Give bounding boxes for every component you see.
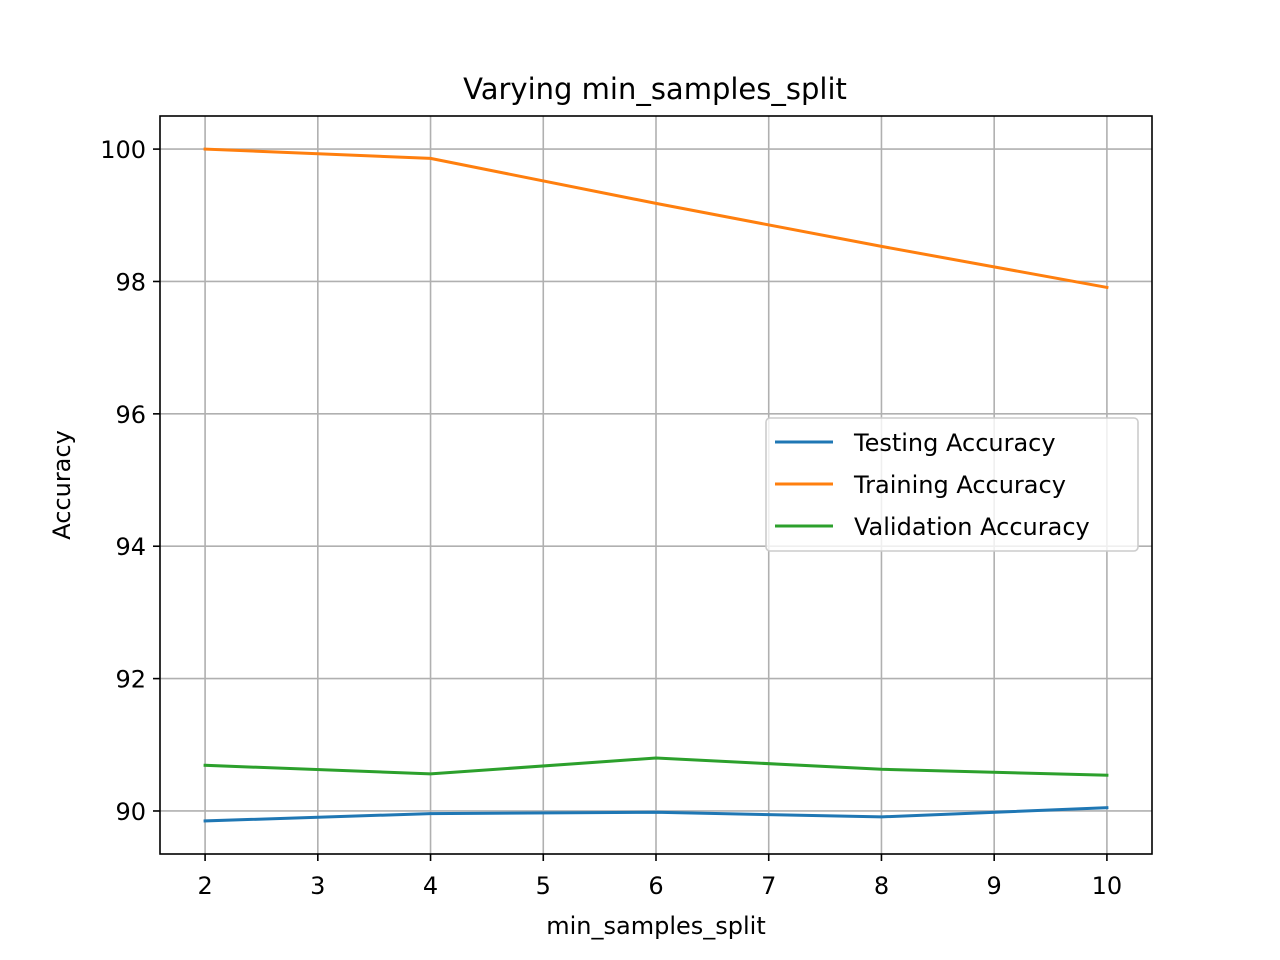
x-tick-label: 8	[874, 872, 889, 900]
x-tick-label: 9	[987, 872, 1002, 900]
legend-label: Validation Accuracy	[854, 513, 1090, 541]
x-tick-label: 10	[1092, 872, 1123, 900]
series-line-training-accuracy	[203, 147, 1109, 290]
y-tick-label: 100	[100, 136, 146, 164]
y-tick-label: 94	[115, 533, 146, 561]
x-tick-label: 7	[761, 872, 776, 900]
chart-title: Varying min_samples_split	[463, 72, 847, 106]
y-axis-title: Accuracy	[48, 430, 76, 540]
y-tick-label: 90	[115, 798, 146, 826]
legend-label: Testing Accuracy	[853, 429, 1056, 457]
legend: Testing Accuracy Training Accuracy Validat…	[765, 417, 1139, 552]
data-series	[203, 147, 1109, 823]
axis-ticks: 2 3 4 5 6 7 8 9 10 90 92 94 96 98 100	[100, 136, 1122, 900]
y-tick-label: 96	[115, 401, 146, 429]
series-line-testing-accuracy	[203, 806, 1109, 823]
x-tick-label: 6	[648, 872, 663, 900]
x-axis-title: min_samples_split	[546, 912, 766, 940]
legend-label: Training Accuracy	[853, 471, 1066, 499]
x-tick-label: 2	[197, 872, 212, 900]
x-tick-label: 3	[310, 872, 325, 900]
legend-box	[765, 417, 1139, 552]
y-tick-label: 98	[115, 268, 146, 296]
x-tick-label: 5	[536, 872, 551, 900]
y-tick-label: 92	[115, 666, 146, 694]
x-tick-label: 4	[423, 872, 438, 900]
series-line-validation-accuracy	[203, 756, 1109, 777]
